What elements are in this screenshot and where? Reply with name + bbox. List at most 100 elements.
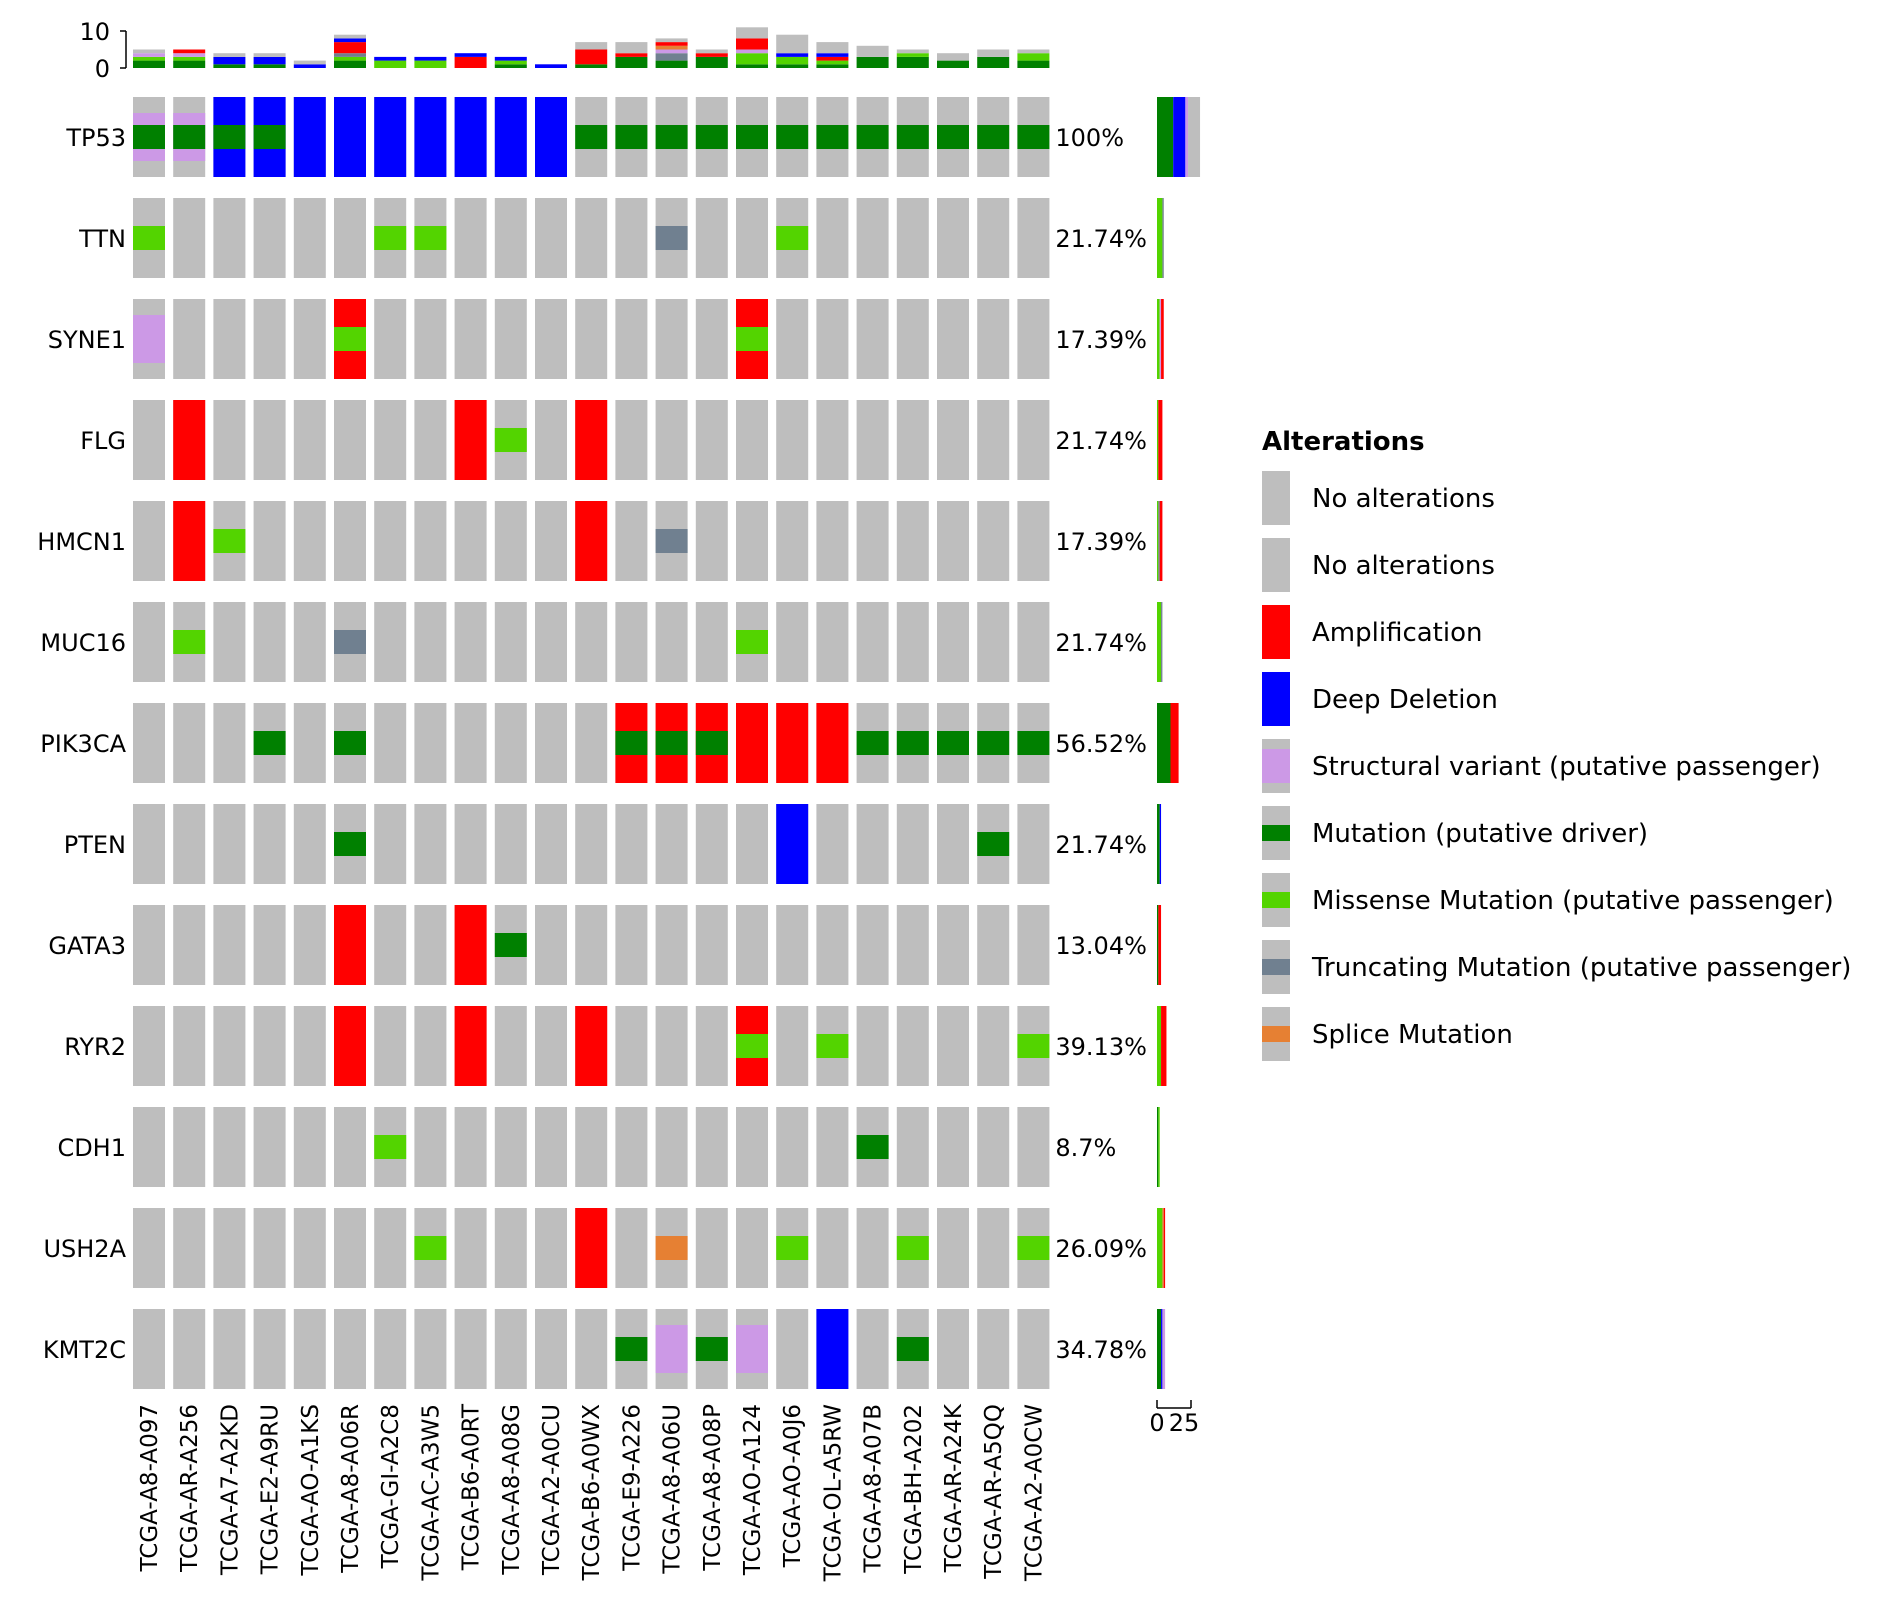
cell-background [293, 1006, 326, 1086]
cell-flg-6 [374, 400, 407, 480]
sample-label-17: TCGA-OL-A5RW [820, 1404, 846, 1582]
gene-label-pten: PTEN [64, 831, 126, 859]
cell-muc16-20 [937, 602, 969, 682]
side-bar-segment-sv [1159, 299, 1162, 379]
cell-pik3ca-19 [896, 703, 929, 783]
cell-pten-3 [253, 804, 286, 884]
mis-mark [736, 327, 768, 351]
cell-tp53-11 [575, 97, 608, 177]
pct-label-ryr2: 39.13% [1055, 1033, 1147, 1061]
cell-background [494, 1006, 527, 1086]
mis-mark [334, 327, 366, 351]
cell-background [173, 198, 206, 278]
cell-background [736, 198, 768, 278]
amplification-mark [173, 400, 206, 480]
cell-pik3ca-16 [776, 703, 809, 783]
cell-gata3-20 [937, 905, 969, 985]
cell-cdh1-10 [535, 1107, 567, 1187]
percentage-labels: 100% 21.74% 17.39% 21.74% 17.39% 21.74% 56.52%… [1055, 124, 1147, 1364]
oncoprint-matrix [133, 97, 1050, 1389]
deep-deletion-mark [535, 97, 567, 177]
legend-label: No alterations [1312, 484, 1495, 514]
cell-background [977, 198, 1010, 278]
cell-kmt2c-16 [776, 1309, 809, 1389]
cell-tp53-18 [856, 97, 889, 177]
top-bar-segment-none [736, 27, 768, 39]
pct-label-hmcn1: 17.39% [1055, 528, 1147, 556]
cell-gata3-6 [374, 905, 407, 985]
cell-ush2a-13 [655, 1208, 688, 1288]
side-tick-0: 0 [1149, 1409, 1164, 1437]
cell-hmcn1-7 [414, 501, 447, 581]
cell-hmcn1-8 [454, 501, 487, 581]
cell-flg-21 [977, 400, 1010, 480]
cell-ttn-2 [213, 198, 246, 278]
cell-ttn-17 [816, 198, 849, 278]
cell-background [816, 501, 849, 581]
cell-ttn-11 [575, 198, 608, 278]
cell-background [695, 1208, 728, 1288]
cell-background [977, 1006, 1010, 1086]
cell-muc16-11 [575, 602, 608, 682]
cell-background [535, 501, 567, 581]
cell-pik3ca-17 [816, 703, 849, 783]
top-bar-segment-mis [776, 56, 809, 65]
cell-background [253, 198, 286, 278]
cell-background [374, 905, 407, 985]
top-bar-segment-mutd [856, 56, 889, 68]
top-bar-segment-none [816, 42, 849, 54]
cell-pten-4 [293, 804, 326, 884]
cell-background [937, 602, 969, 682]
mutd-mark [253, 731, 286, 755]
cell-ttn-8 [454, 198, 487, 278]
cell-background [816, 602, 849, 682]
cell-ttn-7 [414, 198, 447, 278]
top-bar-segment-amp [173, 49, 206, 54]
cell-pten-13 [655, 804, 688, 884]
cell-background [655, 1107, 688, 1187]
cell-kmt2c-19 [896, 1309, 929, 1389]
cell-tp53-7 [414, 97, 447, 177]
top-bar-segment-mis [173, 56, 206, 61]
pct-label-pik3ca: 56.52% [1055, 730, 1147, 758]
cell-background [454, 1309, 487, 1389]
cell-background [414, 703, 447, 783]
side-bar-segment-mutd [1157, 905, 1159, 985]
cell-background [213, 299, 246, 379]
amplification-mark [575, 1208, 608, 1288]
cell-ryr2-18 [856, 1006, 889, 1086]
top-bar-segment-mutd [655, 60, 688, 68]
deep-deletion-mark [374, 97, 407, 177]
top-bar-segment-del [293, 64, 326, 68]
legend-label: No alterations [1312, 551, 1495, 581]
side-bar-segment-amp [1161, 1006, 1167, 1086]
cell-pik3ca-3 [253, 703, 286, 783]
cell-tp53-3 [253, 97, 286, 177]
cell-ush2a-1 [173, 1208, 206, 1288]
cell-ryr2-15 [736, 1006, 768, 1086]
cell-flg-11 [575, 400, 608, 480]
cell-background [736, 501, 768, 581]
cell-pik3ca-8 [454, 703, 487, 783]
mis-mark [374, 226, 407, 250]
side-bar-segment-spl [1162, 1208, 1164, 1288]
cell-flg-18 [856, 400, 889, 480]
sample-label-8: TCGA-B6-A0RT [459, 1403, 485, 1571]
cell-hmcn1-17 [816, 501, 849, 581]
cell-background [293, 804, 326, 884]
mutd-mark [695, 731, 728, 755]
cell-cdh1-14 [695, 1107, 728, 1187]
cell-muc16-5 [334, 602, 366, 682]
cell-hmcn1-2 [213, 501, 246, 581]
sample-label-11: TCGA-B6-A0WX [579, 1404, 605, 1582]
deep-deletion-mark [776, 804, 809, 884]
cell-background [816, 1107, 849, 1187]
cell-ttn-15 [736, 198, 768, 278]
cell-ush2a-20 [937, 1208, 969, 1288]
cell-background [655, 905, 688, 985]
deep-deletion-mark [414, 97, 447, 177]
cell-background [615, 299, 648, 379]
top-bar-segment-mutd [896, 56, 929, 68]
amplification-mark [575, 400, 608, 480]
mutd-mark [334, 832, 366, 856]
